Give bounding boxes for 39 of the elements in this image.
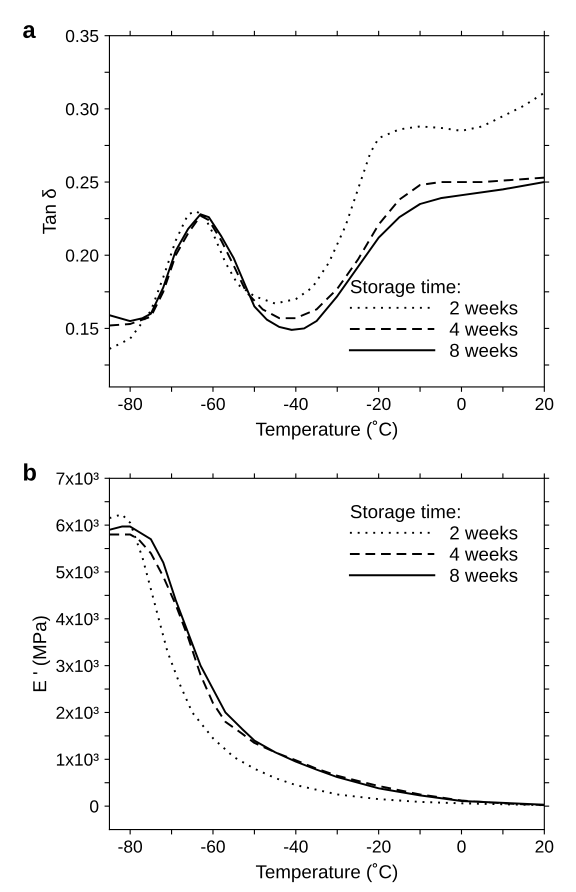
legend-title: Storage time: xyxy=(350,504,460,522)
y-tick-label: 0.25 xyxy=(66,176,98,189)
legend-label: 2 weeks xyxy=(450,300,518,315)
x-tick-label: -40 xyxy=(284,840,308,853)
legend-label: 8 weeks xyxy=(450,568,518,582)
y-tick-label: 0.30 xyxy=(66,103,98,116)
y-tick-label: 7x10³ xyxy=(56,472,99,485)
legend-label: 2 weeks xyxy=(450,526,518,540)
chart-title: a xyxy=(23,25,36,38)
y-axis-title: Tan δ xyxy=(42,189,56,234)
y-tick-label: 0.20 xyxy=(66,249,98,262)
y-tick-label: 4x10³ xyxy=(56,612,99,626)
y-axis-title: E ' (MPa) xyxy=(32,616,50,692)
legend-label: 8 weeks xyxy=(450,343,518,357)
chart-title: b xyxy=(24,463,36,481)
x-axis-title: Temperature (˚C) xyxy=(256,863,398,882)
y-tick-label: 6x10³ xyxy=(56,519,99,532)
legend-title: Storage time: xyxy=(350,280,460,298)
legend-label: 4 weeks xyxy=(450,546,518,561)
x-tick-label: 0 xyxy=(457,840,466,853)
x-tick-label: -60 xyxy=(201,840,225,853)
legend-label: 4 weeks xyxy=(450,322,518,336)
y-tick-label: 0.35 xyxy=(66,30,98,42)
x-tick-label: -80 xyxy=(118,840,142,853)
x-tick-label: 20 xyxy=(536,840,554,853)
x-tick-label: -80 xyxy=(118,398,142,410)
y-tick-label: 1x10³ xyxy=(56,753,99,766)
y-tick-label: 3x10³ xyxy=(56,660,99,672)
y-tick-label: 0 xyxy=(90,800,98,813)
y-tick-label: 2x10³ xyxy=(56,706,99,719)
x-tick-label: -60 xyxy=(201,398,225,410)
x-tick-label: -20 xyxy=(366,840,391,853)
x-tick-label: 20 xyxy=(536,398,554,410)
x-axis-title: Temperature (˚C) xyxy=(256,420,398,440)
x-tick-label: -40 xyxy=(284,398,308,410)
y-tick-label: 0.15 xyxy=(66,322,98,335)
x-tick-label: -20 xyxy=(366,398,391,410)
x-tick-label: 0 xyxy=(457,398,466,410)
y-tick-label: 5x10³ xyxy=(56,566,99,578)
